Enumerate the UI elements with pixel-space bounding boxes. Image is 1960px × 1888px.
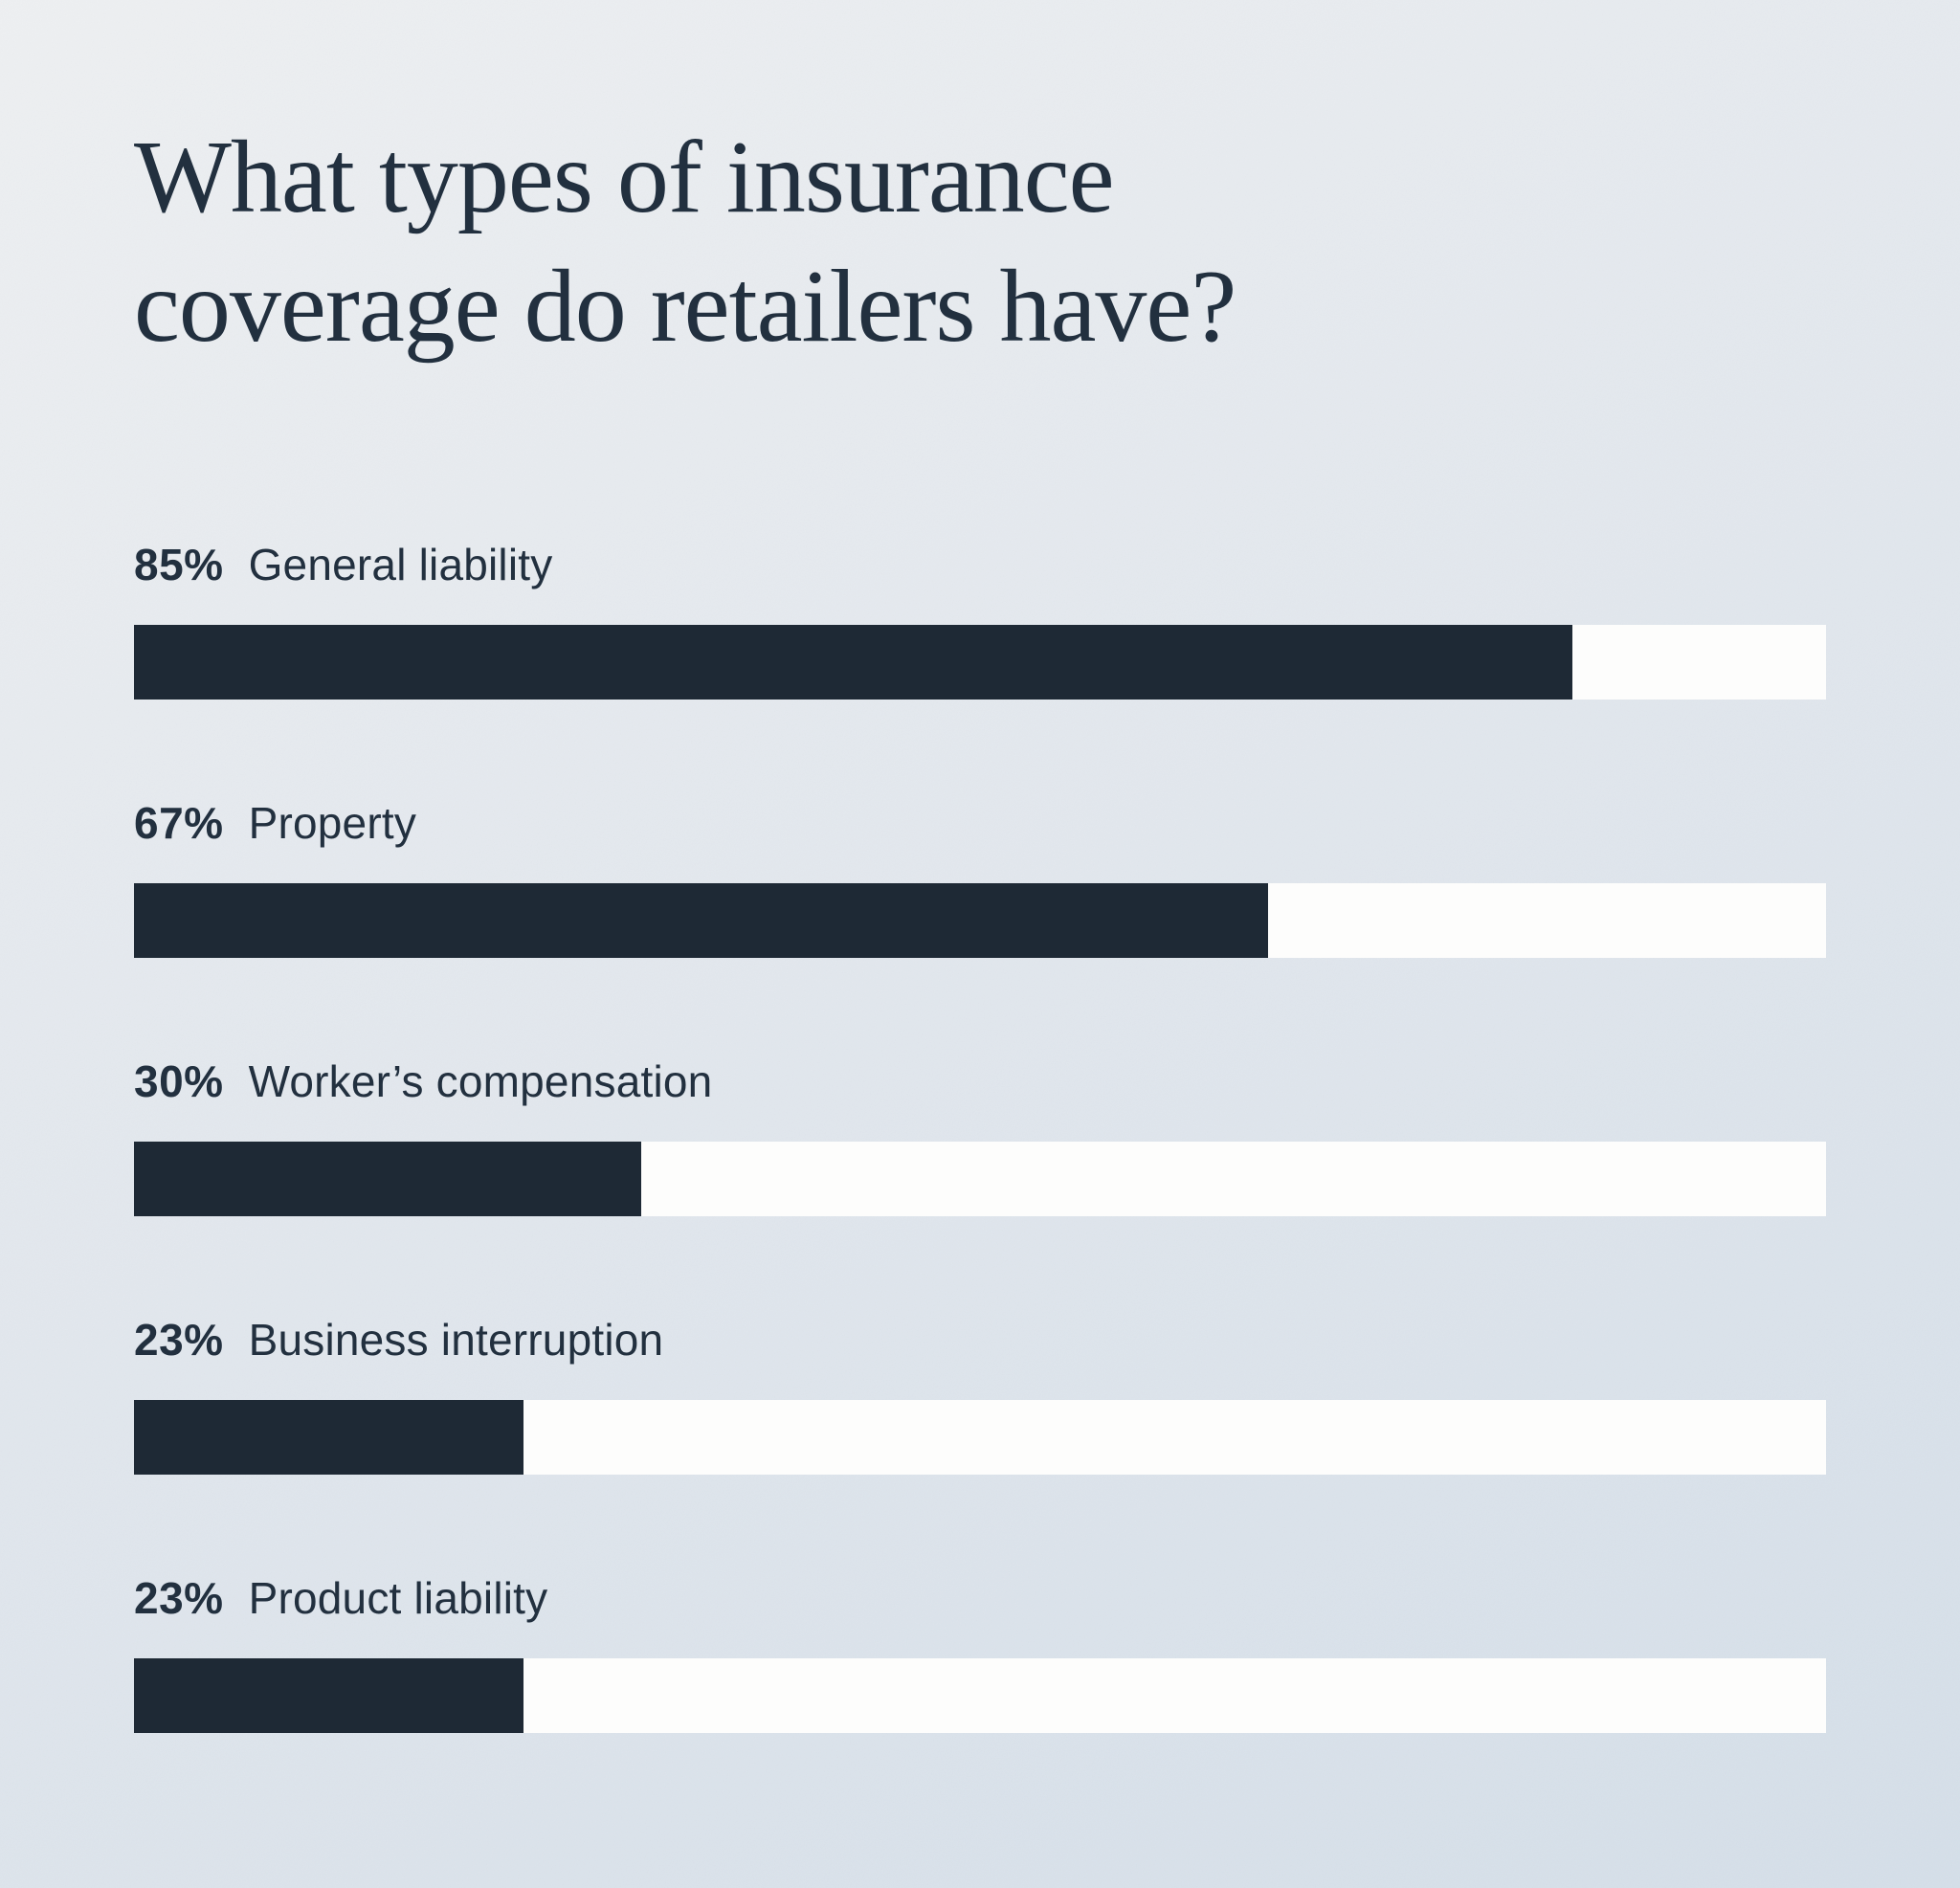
bar-track (134, 1400, 1826, 1475)
chart-row: 23% Product liability (134, 1569, 1826, 1733)
row-label: 30% Worker’s compensation (134, 1053, 1826, 1110)
bar-track (134, 1142, 1826, 1216)
chart-row: 67% Property (134, 794, 1826, 958)
chart-row: 23% Business interruption (134, 1311, 1826, 1475)
category-label: General liability (248, 540, 553, 589)
value-label: 23% (134, 1315, 224, 1365)
row-label: 67% Property (134, 794, 1826, 852)
value-label: 67% (134, 798, 224, 848)
bar-fill (134, 1400, 523, 1475)
category-label: Product liability (248, 1573, 548, 1623)
bar-chart: 85% General liability 67% Property 30% Work… (134, 536, 1826, 1733)
row-label: 85% General liability (134, 536, 1826, 593)
row-label: 23% Business interruption (134, 1311, 1826, 1368)
row-label: 23% Product liability (134, 1569, 1826, 1627)
bar-fill (134, 625, 1572, 700)
value-label: 23% (134, 1573, 224, 1623)
bar-fill (134, 883, 1268, 958)
chart-row: 30% Worker’s compensation (134, 1053, 1826, 1216)
value-label: 30% (134, 1056, 224, 1106)
category-label: Property (248, 798, 417, 848)
bar-track (134, 1658, 1826, 1733)
category-label: Business interruption (248, 1315, 664, 1365)
value-label: 85% (134, 540, 224, 589)
bar-fill (134, 1142, 642, 1216)
bar-fill (134, 1658, 523, 1733)
bar-track (134, 883, 1826, 958)
chart-row: 85% General liability (134, 536, 1826, 700)
bar-track (134, 625, 1826, 700)
chart-title: What types of insurance coverage do reta… (134, 121, 1236, 364)
category-label: Worker’s compensation (248, 1056, 713, 1106)
chart-container: What types of insurance coverage do reta… (134, 121, 1826, 1733)
